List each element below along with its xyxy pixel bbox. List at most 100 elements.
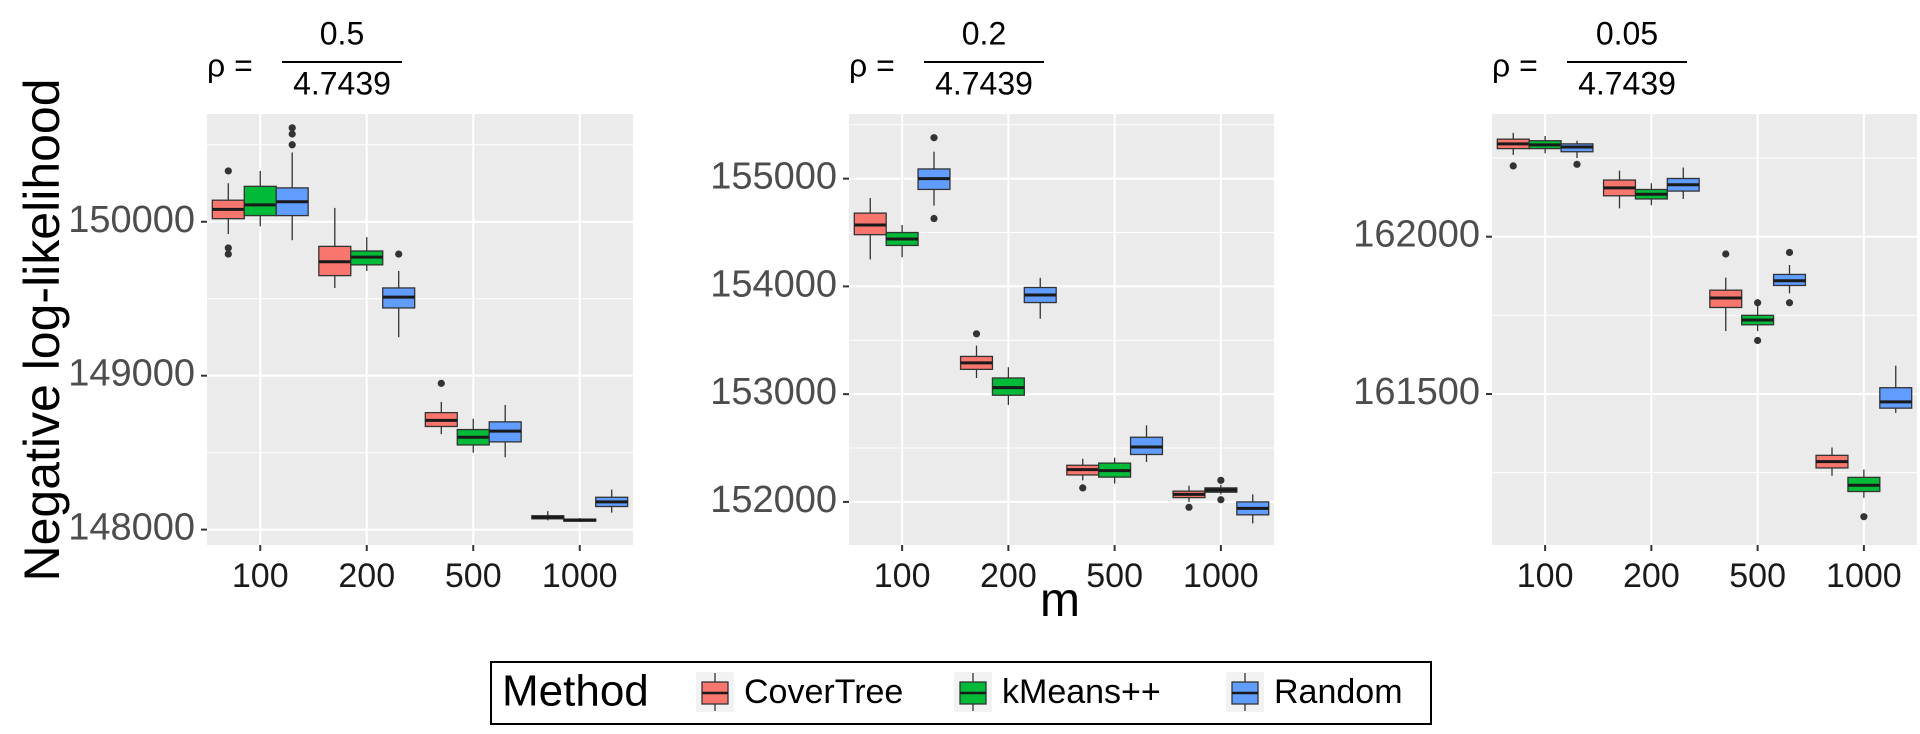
box-Random-200 (1023, 277, 1057, 319)
outlier-point (224, 167, 232, 175)
box-CoverTree-100 (211, 167, 245, 258)
outlier-point (1754, 299, 1762, 307)
legend: Method CoverTree kMeans++ Random (490, 661, 1432, 725)
outlier-point (288, 130, 296, 138)
y-tick-label: 155000 (710, 156, 837, 198)
box-Random-1000 (595, 489, 629, 513)
panel-2: 152000 153000 154000 155000 100 200 500 1000 ρ =… (710, 15, 1274, 595)
box-Random-100 (1560, 140, 1594, 168)
box-kMeans++-1000 (563, 518, 597, 522)
panel-title-denominator: 4.7439 (935, 65, 1033, 101)
panel-title-numerator: 0.05 (1596, 15, 1658, 51)
box-kMeans++-1000 (1204, 476, 1238, 504)
panel-1: 148000 149000 150000 100 200 500 1000 ρ = 0.5 4.7… (68, 15, 633, 595)
x-tick-label: 1000 (1826, 557, 1902, 595)
box-CoverTree-1000 (1815, 447, 1849, 476)
box-kMeans++-500 (1098, 457, 1132, 484)
box-CoverTree-200 (1602, 170, 1637, 209)
box-CoverTree-500 (1709, 250, 1743, 332)
box-CoverTree-500 (424, 379, 458, 435)
panel-3: 161500 162000 100 200 500 1000 ρ = 0.05 4.7439 (1353, 15, 1917, 595)
box-Random-1000 (1879, 365, 1913, 413)
box-kMeans++-1000 (1847, 469, 1881, 521)
box-kMeans++-200 (991, 367, 1025, 405)
x-tick-label: 1000 (1183, 557, 1259, 595)
outlier-point (972, 330, 981, 338)
panel-title-denominator: 4.7439 (1578, 65, 1676, 101)
x-tick-label: 200 (980, 557, 1037, 595)
outlier-point (1217, 476, 1225, 484)
legend-item-Random: Random (1226, 672, 1403, 712)
box-kMeans++-500 (456, 418, 490, 453)
box-CoverTree-500 (1066, 458, 1100, 492)
panel-title-prefix: ρ = (849, 47, 895, 83)
outlier-point (395, 250, 403, 258)
y-tick-label: 150000 (68, 199, 195, 241)
box-kMeans++-100 (243, 170, 277, 227)
outlier-point (1860, 513, 1868, 521)
outlier-point (224, 244, 232, 252)
x-tick-label: 200 (1623, 557, 1680, 595)
panel-background (207, 114, 633, 545)
outlier-point (1079, 484, 1087, 492)
panel-title-prefix: ρ = (207, 47, 253, 83)
box-Random-200 (1666, 167, 1700, 199)
outlier-point (1785, 299, 1794, 307)
box-Random-1000 (1236, 494, 1270, 524)
x-tick-label: 100 (1517, 557, 1574, 595)
y-tick-label: 152000 (710, 479, 837, 521)
outlier-point (224, 250, 232, 258)
x-tick-label: 100 (874, 557, 931, 595)
box-Random-100 (917, 134, 951, 223)
y-tick-label: 162000 (1353, 214, 1480, 256)
panel-background (1492, 114, 1917, 545)
panel-title-prefix: ρ = (1492, 47, 1538, 83)
y-axis-title: Negative log-likelihood (14, 78, 70, 581)
box-CoverTree-200 (959, 330, 994, 378)
box-Random-500 (1772, 248, 1807, 307)
x-tick-label: 500 (445, 557, 502, 595)
y-tick-label: 154000 (710, 263, 837, 305)
panel-title-numerator: 0.5 (320, 15, 364, 51)
y-tick-label: 153000 (710, 371, 837, 413)
y-tick-label: 161500 (1353, 371, 1480, 413)
outlier-point (1722, 250, 1730, 258)
outlier-point (930, 134, 938, 142)
box-kMeans++-200 (1634, 183, 1668, 206)
box-kMeans++-100 (885, 224, 919, 258)
box-CoverTree-1000 (1172, 485, 1206, 511)
x-tick-label: 100 (232, 557, 289, 595)
outlier-point (288, 141, 296, 149)
x-tick-label: 500 (1086, 557, 1143, 595)
box-CoverTree-1000 (531, 511, 565, 521)
legend-item-label: kMeans++ (1002, 673, 1161, 711)
x-axis-title: m (1040, 574, 1080, 627)
outlier-point (1509, 162, 1517, 170)
x-tick-label: 500 (1729, 557, 1786, 595)
legend-item-kMeans++: kMeans++ (954, 672, 1161, 712)
x-tick-label: 200 (338, 557, 395, 595)
outlier-point (1785, 248, 1794, 257)
x-tick-label: 1000 (542, 557, 618, 595)
box-body (1879, 387, 1913, 409)
box-Random-500 (488, 404, 522, 458)
box-Random-500 (1129, 425, 1164, 463)
panel-title-denominator: 4.7439 (293, 65, 391, 101)
box-kMeans++-500 (1741, 299, 1775, 345)
outlier-point (1185, 503, 1193, 511)
y-tick-label: 148000 (68, 507, 195, 549)
legend-item-label: Random (1274, 673, 1403, 711)
y-tick-label: 149000 (68, 353, 195, 395)
legend-item-CoverTree: CoverTree (696, 672, 903, 712)
outlier-point (437, 379, 445, 387)
outlier-point (1573, 160, 1581, 168)
outlier-point (1217, 496, 1225, 504)
panel-title-numerator: 0.2 (962, 15, 1006, 51)
box-kMeans++-200 (350, 237, 384, 272)
outlier-point (1754, 336, 1762, 345)
box-Random-200 (382, 250, 416, 338)
legend-title: Method (502, 667, 649, 716)
box-Random-100 (275, 124, 309, 241)
box-body (243, 185, 277, 217)
